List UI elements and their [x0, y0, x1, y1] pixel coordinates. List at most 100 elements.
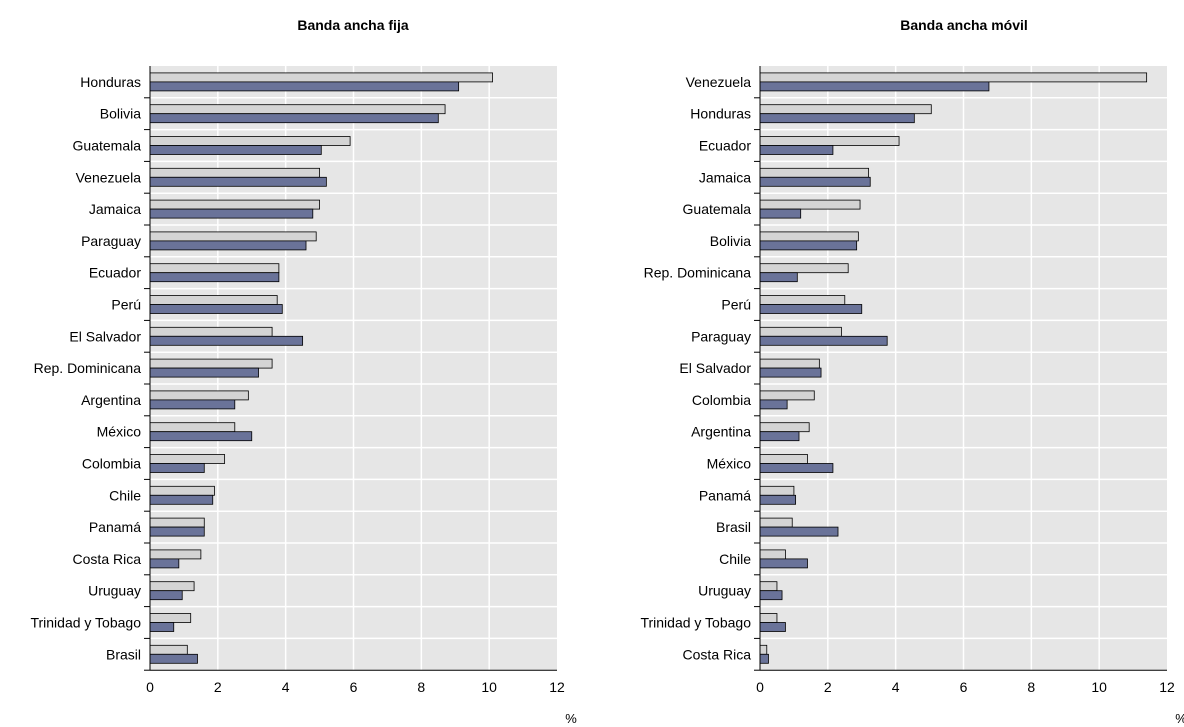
- bar-light-9: [759, 358, 820, 369]
- category-label: Perú: [111, 297, 141, 313]
- unit-label: %: [1175, 711, 1184, 726]
- x-tick-label: 2: [824, 679, 832, 695]
- x-tick-label: 6: [960, 679, 968, 695]
- category-label: Argentina: [81, 392, 141, 408]
- bar-dark-2: [149, 145, 322, 155]
- bar-dark-10: [759, 399, 788, 410]
- category-label: Colombia: [82, 456, 141, 472]
- bar-dark-11: [149, 431, 253, 442]
- bar-dark-5: [149, 240, 307, 251]
- x-tick-label: 4: [282, 679, 290, 695]
- bar-light-17: [759, 613, 778, 623]
- bar-light-14: [759, 517, 793, 528]
- bar-light-12: [149, 454, 226, 464]
- bar-dark-3: [759, 176, 871, 187]
- bar-light-10: [759, 390, 815, 401]
- bar-dark-1: [759, 113, 915, 124]
- bar-dark-9: [149, 367, 259, 378]
- category-label: Guatemala: [73, 138, 142, 154]
- x-tick-label: 10: [1091, 679, 1107, 695]
- bar-light-17: [149, 613, 192, 623]
- bar-light-3: [759, 167, 869, 178]
- bar-dark-10: [149, 399, 236, 410]
- bar-light-7: [759, 295, 846, 305]
- bar-light-3: [149, 167, 320, 178]
- bar-light-16: [759, 581, 778, 592]
- category-label: El Salvador: [679, 360, 751, 376]
- bar-dark-17: [759, 622, 786, 632]
- bar-dark-4: [149, 208, 314, 219]
- category-label: Chile: [719, 551, 751, 567]
- bar-light-11: [759, 422, 810, 433]
- category-label: Colombia: [692, 392, 751, 408]
- category-label: Honduras: [80, 74, 141, 90]
- bar-light-18: [759, 644, 768, 655]
- bar-dark-13: [759, 494, 797, 505]
- bar-light-1: [149, 104, 446, 115]
- category-label: Rep. Dominicana: [34, 360, 142, 376]
- bar-dark-12: [149, 463, 205, 473]
- bar-dark-7: [759, 304, 863, 314]
- category-label: Costa Rica: [73, 551, 142, 567]
- bar-dark-16: [149, 590, 183, 601]
- bar-light-5: [759, 231, 859, 242]
- bar-dark-13: [149, 494, 214, 505]
- bar-light-2: [149, 136, 351, 146]
- category-label: Jamaica: [699, 169, 751, 185]
- bar-dark-5: [759, 240, 858, 251]
- bar-dark-4: [759, 208, 802, 219]
- category-label: Bolivia: [710, 233, 751, 249]
- category-label: Panamá: [699, 487, 751, 503]
- bar-dark-6: [149, 272, 280, 283]
- bar-dark-0: [759, 81, 990, 92]
- bar-dark-9: [759, 367, 822, 378]
- category-label: Bolivia: [100, 106, 141, 122]
- bar-dark-8: [149, 335, 304, 346]
- bar-dark-15: [759, 558, 808, 569]
- chart-title: Banda ancha fija: [297, 17, 408, 33]
- category-label: Brasil: [106, 646, 141, 662]
- category-label: Guatemala: [683, 201, 752, 217]
- bar-light-15: [759, 549, 786, 560]
- bar-dark-18: [149, 653, 198, 664]
- bar-dark-1: [149, 113, 439, 124]
- category-label: Venezuela: [76, 169, 142, 185]
- bar-light-8: [149, 326, 273, 337]
- x-tick-label: 12: [1159, 679, 1175, 695]
- x-tick-label: 2: [214, 679, 222, 695]
- category-label: México: [97, 424, 142, 440]
- category-label: Jamaica: [89, 201, 141, 217]
- category-label: Venezuela: [686, 74, 752, 90]
- bar-dark-11: [759, 431, 800, 442]
- bar-light-0: [149, 72, 493, 83]
- category-label: Costa Rica: [683, 646, 752, 662]
- category-label: El Salvador: [69, 328, 141, 344]
- category-label: Panamá: [89, 519, 141, 535]
- bar-dark-16: [759, 590, 783, 601]
- category-label: Uruguay: [698, 583, 751, 599]
- category-label: Paraguay: [691, 328, 751, 344]
- category-label: Rep. Dominicana: [644, 265, 752, 281]
- x-tick-label: 6: [350, 679, 358, 695]
- bar-dark-7: [149, 304, 283, 314]
- x-tick-label: 0: [146, 679, 154, 695]
- bar-light-9: [149, 358, 273, 369]
- category-label: Ecuador: [89, 265, 141, 281]
- bar-light-2: [759, 136, 900, 146]
- bar-dark-17: [149, 622, 175, 632]
- bar-dark-14: [759, 526, 839, 537]
- bar-light-4: [759, 199, 861, 210]
- category-label: Trinidad y Tobago: [30, 615, 141, 631]
- bar-dark-12: [759, 463, 834, 473]
- category-label: Honduras: [690, 106, 751, 122]
- x-tick-label: 8: [1027, 679, 1035, 695]
- bar-dark-3: [149, 176, 327, 187]
- bar-light-6: [759, 263, 849, 274]
- bar-light-10: [149, 390, 249, 401]
- bar-light-16: [149, 581, 195, 592]
- bar-light-4: [149, 199, 320, 210]
- x-tick-label: 4: [892, 679, 900, 695]
- category-label: Argentina: [691, 424, 751, 440]
- category-label: Chile: [109, 487, 141, 503]
- category-label: Trinidad y Tobago: [640, 615, 751, 631]
